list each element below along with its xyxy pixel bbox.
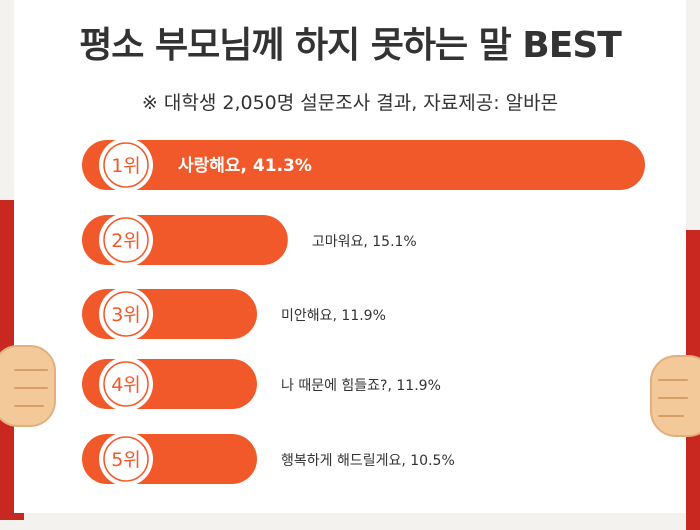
rank-badge-ring-2 [103,217,149,263]
bar-chart: 1위 사랑해요, 41.3% 2위 고마워요, 15.1% 3위 미안해요, 11.9% 4… [82,138,645,486]
chart-subtitle: ※ 대학생 2,050명 설문조사 결과, 자료제공: 알바몬 [141,92,559,114]
data-label-1: 사랑해요, 41.3% [178,156,312,176]
rank-badge-4 [99,357,153,411]
bar-1 [82,140,645,190]
right-hand-illustration [650,355,700,437]
rank-badge-ring-3 [103,291,149,337]
rank-label-4: 4위 [111,374,141,396]
data-label-2: 고마워요, 15.1% [312,234,417,250]
rank-badge-ring-4 [103,361,149,407]
data-label-5: 행복하게 해드릴게요, 10.5% [281,453,455,469]
data-label-3: 미안해요, 11.9% [281,308,386,324]
rank-badge-3 [99,287,153,341]
rank-label-2: 2위 [111,230,141,252]
rank-badge-5 [99,432,153,486]
rank-badge-1 [99,138,153,192]
data-label-4: 나 때문에 힘들죠?, 11.9% [281,378,441,394]
left-hand-illustration [0,345,56,427]
rank-badge-ring-5 [103,436,149,482]
rank-badge-2 [99,213,153,267]
rank-badge-ring-1 [103,142,149,188]
rank-label-1: 1위 [111,155,141,177]
rank-label-5: 5위 [111,449,141,471]
chart-title: 평소 부모님께 하지 못하는 말 BEST [79,25,622,66]
rank-label-3: 3위 [111,304,141,326]
